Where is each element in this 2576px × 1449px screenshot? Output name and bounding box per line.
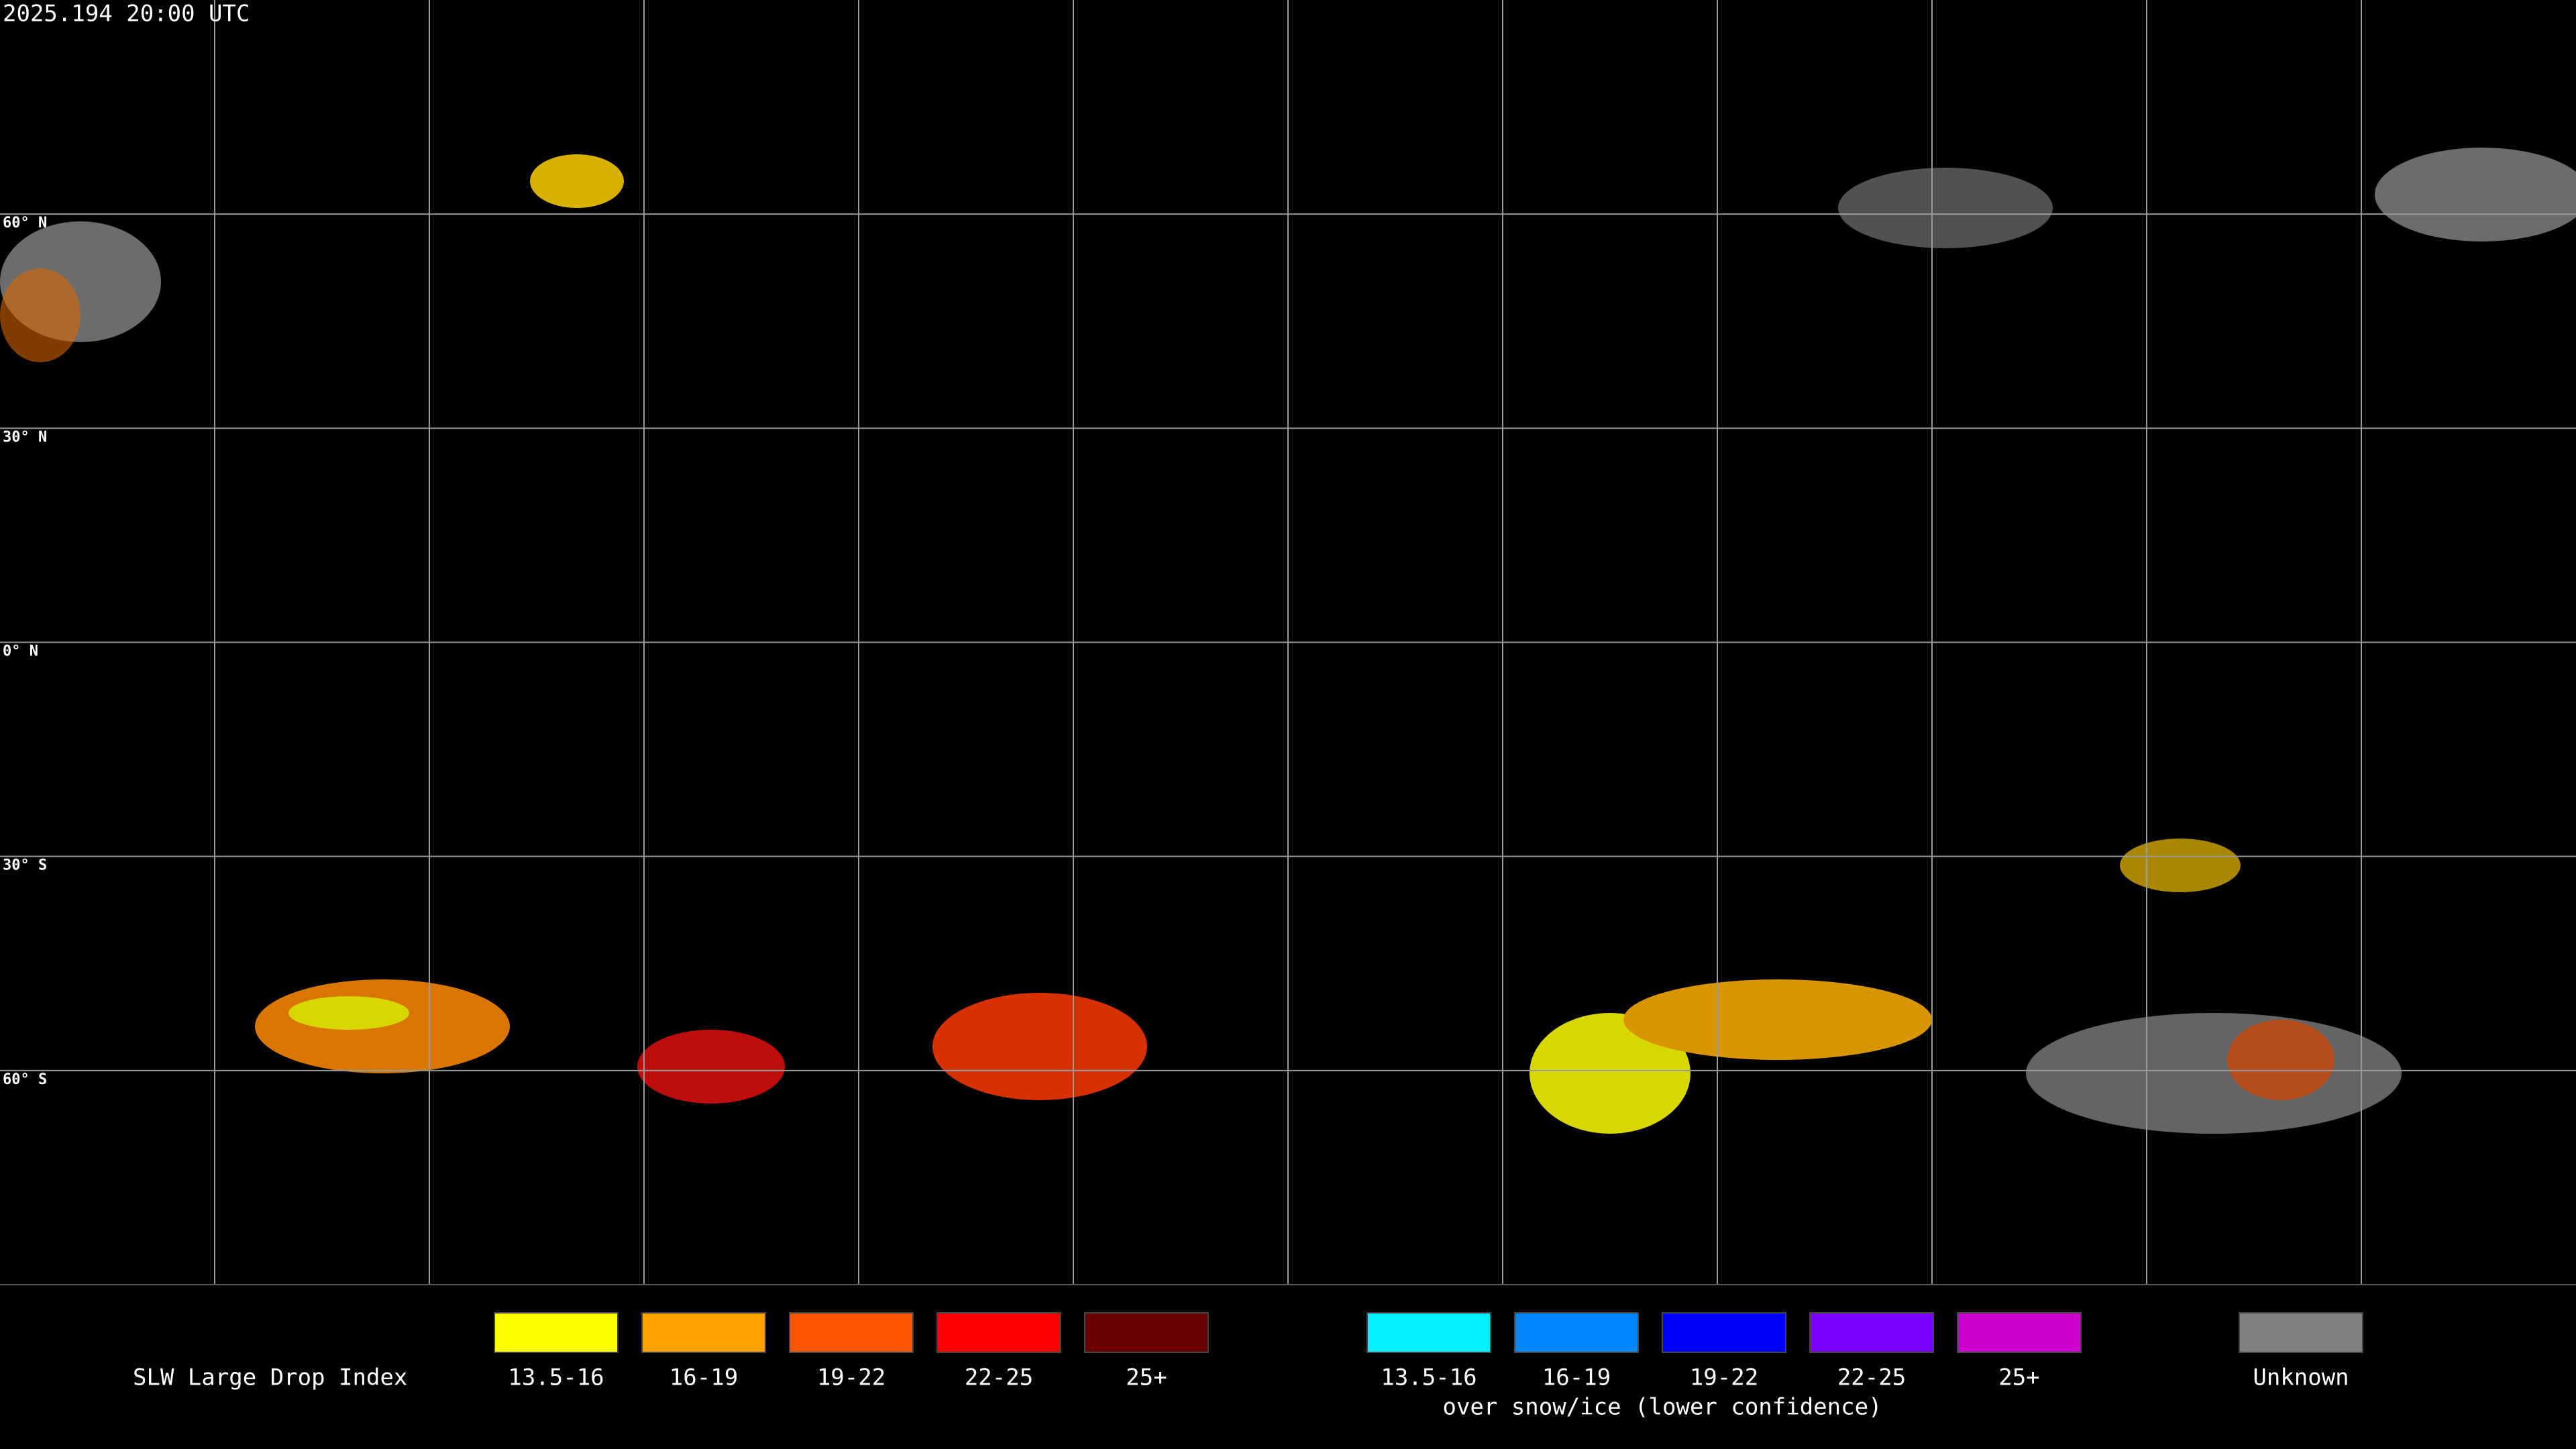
legend-label: 19-22 <box>1690 1364 1758 1391</box>
legend-swatch <box>1514 1312 1639 1353</box>
latitude-label: 60° N <box>3 215 47 231</box>
legend-label: Unknown <box>2253 1364 2349 1391</box>
cloud-patch <box>2120 839 2241 892</box>
legend-label: 16-19 <box>1542 1364 1611 1391</box>
cloud-patch <box>1838 168 2053 248</box>
latitude-label: 0° N <box>3 643 38 660</box>
legend-label: 13.5-16 <box>508 1364 604 1391</box>
legend-swatch <box>1366 1312 1491 1353</box>
cloud-patches <box>0 148 2576 1134</box>
legend-label: 25+ <box>1998 1364 2039 1391</box>
cloud-patch <box>2375 148 2576 241</box>
cloud-patch <box>932 993 1147 1100</box>
latitude-label: 30° N <box>3 429 47 445</box>
legend-label: 16-19 <box>669 1364 738 1391</box>
cloud-patch <box>637 1030 785 1104</box>
cloud-patch <box>1623 979 1932 1060</box>
latitude-labels: 60° N 30° N 0° N 30° S 60° S <box>3 215 47 1088</box>
timestamp: 2025.194 20:00 UTC <box>3 1 250 28</box>
legend-swatch <box>1662 1312 1786 1353</box>
legend-label: 13.5-16 <box>1381 1364 1477 1391</box>
cloud-patch <box>530 154 624 208</box>
legend-label: 22-25 <box>1837 1364 1906 1391</box>
cloud-patch <box>288 996 409 1030</box>
legend-swatch <box>936 1312 1061 1353</box>
cloud-patch <box>1529 1013 1690 1134</box>
latitude-label: 30° S <box>3 857 47 874</box>
legend-swatch <box>789 1312 914 1353</box>
legend-swatch <box>1084 1312 1209 1353</box>
cloud-patch <box>2227 1020 2334 1100</box>
legend-swatch <box>1957 1312 2082 1353</box>
legend-note: over snow/ice (lower confidence) <box>1442 1394 1882 1421</box>
cloud-patch <box>0 268 80 362</box>
cloud-patch <box>2026 1013 2402 1134</box>
legend-label: 19-22 <box>817 1364 885 1391</box>
legend-title: SLW Large Drop Index <box>133 1364 407 1391</box>
legend-swatch <box>1809 1312 1934 1353</box>
legend-swatch <box>2239 1312 2363 1353</box>
latitude-label: 60° S <box>3 1071 47 1088</box>
legend: SLW Large Drop Index over snow/ice (lowe… <box>133 1312 2363 1421</box>
legend-swatch <box>494 1312 619 1353</box>
legend-label: 22-25 <box>965 1364 1033 1391</box>
legend-label: 25+ <box>1126 1364 1167 1391</box>
graticule <box>0 0 2576 1285</box>
legend-swatch <box>641 1312 766 1353</box>
